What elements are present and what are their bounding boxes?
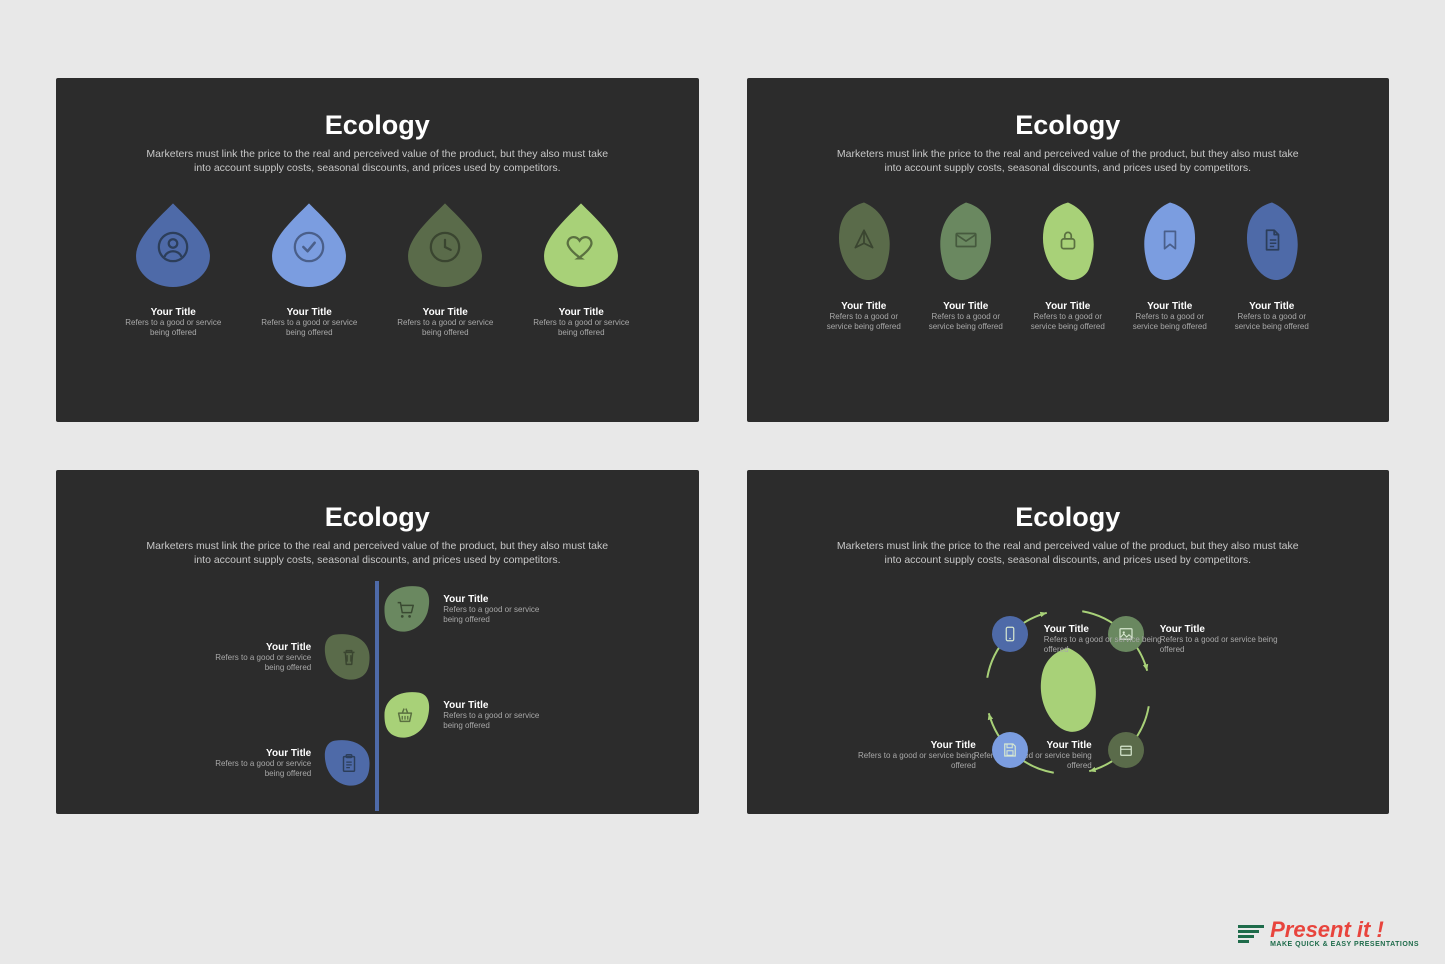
item-title: Your Title bbox=[443, 594, 553, 605]
slide-title: Ecology bbox=[92, 110, 663, 141]
box-icon bbox=[1108, 732, 1144, 768]
bookmark-icon bbox=[1135, 199, 1205, 283]
drop-item: Your Title Refers to a good or service b… bbox=[391, 199, 499, 338]
item-desc: Refers to a good or service being offere… bbox=[1044, 635, 1164, 655]
slide-subtitle: Marketers must link the price to the rea… bbox=[828, 539, 1308, 567]
clipboard-icon bbox=[321, 735, 377, 791]
item-title: Your Title bbox=[856, 740, 976, 751]
leaf-item: Your Title Refers to a good or service b… bbox=[820, 199, 908, 332]
item-title: Your Title bbox=[943, 301, 988, 312]
item-title: Your Title bbox=[201, 642, 311, 653]
send-icon bbox=[829, 199, 899, 283]
item-title: Your Title bbox=[559, 307, 604, 318]
slide-subtitle: Marketers must link the price to the rea… bbox=[828, 147, 1308, 175]
item-title: Your Title bbox=[287, 307, 332, 318]
brand-tagline: MAKE QUICK & EASY PRESENTATIONS bbox=[1270, 941, 1419, 948]
leaf-item: Your Title Refers to a good or service b… bbox=[1126, 199, 1214, 332]
item-desc: Refers to a good or service being offere… bbox=[1126, 312, 1214, 332]
stem-node: Your TitleRefers to a good or service be… bbox=[377, 687, 553, 743]
item-desc: Refers to a good or service being offere… bbox=[972, 751, 1092, 771]
slide-subtitle: Marketers must link the price to the rea… bbox=[137, 147, 617, 175]
tablet-icon bbox=[992, 616, 1028, 652]
item-title: Your Title bbox=[1044, 624, 1164, 635]
user-icon bbox=[129, 199, 217, 287]
drop-item: Your Title Refers to a good or service b… bbox=[119, 199, 227, 338]
item-title: Your Title bbox=[201, 748, 311, 759]
item-desc: Refers to a good or service being offere… bbox=[443, 711, 553, 731]
cycle-label: Your TitleRefers to a good or service be… bbox=[1044, 624, 1164, 655]
leaf-item: Your Title Refers to a good or service b… bbox=[1024, 199, 1112, 332]
slide-drops: Ecology Marketers must link the price to… bbox=[56, 78, 699, 422]
item-title: Your Title bbox=[972, 740, 1092, 751]
item-title: Your Title bbox=[1147, 301, 1192, 312]
item-title: Your Title bbox=[423, 307, 468, 318]
cart-icon bbox=[377, 581, 433, 637]
center-leaf-icon bbox=[1030, 644, 1106, 741]
clock-icon bbox=[401, 199, 489, 287]
item-title: Your Title bbox=[151, 307, 196, 318]
check-icon bbox=[265, 199, 353, 287]
item-desc: Refers to a good or service being offere… bbox=[527, 318, 635, 338]
item-desc: Refers to a good or service being offere… bbox=[255, 318, 363, 338]
floppy-icon bbox=[992, 732, 1028, 768]
brand-name: Present it ! bbox=[1270, 919, 1419, 941]
slide-title: Ecology bbox=[783, 110, 1354, 141]
leaf-item: Your Title Refers to a good or service b… bbox=[1228, 199, 1316, 332]
cycle-label: Your TitleRefers to a good or service be… bbox=[856, 740, 976, 771]
brand-footer: Present it ! MAKE QUICK & EASY PRESENTAT… bbox=[1238, 919, 1419, 948]
cycle-label: Your TitleRefers to a good or service be… bbox=[972, 740, 1092, 771]
slide-title: Ecology bbox=[92, 502, 663, 533]
stem-node: Your TitleRefers to a good or service be… bbox=[201, 629, 377, 685]
stem-node: Your TitleRefers to a good or service be… bbox=[201, 735, 377, 791]
item-desc: Refers to a good or service being offere… bbox=[201, 759, 311, 779]
item-desc: Refers to a good or service being offere… bbox=[1160, 635, 1280, 655]
trash-icon bbox=[321, 629, 377, 685]
item-desc: Refers to a good or service being offere… bbox=[201, 653, 311, 673]
slide-stem: Ecology Marketers must link the price to… bbox=[56, 470, 699, 814]
lock-icon bbox=[1033, 199, 1103, 283]
item-desc: Refers to a good or service being offere… bbox=[1024, 312, 1112, 332]
item-desc: Refers to a good or service being offere… bbox=[1228, 312, 1316, 332]
item-desc: Refers to a good or service being offere… bbox=[922, 312, 1010, 332]
item-desc: Refers to a good or service being offere… bbox=[856, 751, 976, 771]
slide-subtitle: Marketers must link the price to the rea… bbox=[137, 539, 617, 567]
heart-icon bbox=[537, 199, 625, 287]
item-desc: Refers to a good or service being offere… bbox=[443, 605, 553, 625]
item-desc: Refers to a good or service being offere… bbox=[820, 312, 908, 332]
stem-node: Your TitleRefers to a good or service be… bbox=[377, 581, 553, 637]
item-title: Your Title bbox=[841, 301, 886, 312]
slide-cycle: Ecology Marketers must link the price to… bbox=[747, 470, 1390, 814]
item-desc: Refers to a good or service being offere… bbox=[119, 318, 227, 338]
mail-icon bbox=[931, 199, 1001, 283]
brand-bars-icon bbox=[1238, 925, 1264, 943]
item-title: Your Title bbox=[1045, 301, 1090, 312]
item-title: Your Title bbox=[1160, 624, 1280, 635]
slide-leaves: Ecology Marketers must link the price to… bbox=[747, 78, 1390, 422]
leaf-item: Your Title Refers to a good or service b… bbox=[922, 199, 1010, 332]
drop-item: Your Title Refers to a good or service b… bbox=[255, 199, 363, 338]
slide-title: Ecology bbox=[783, 502, 1354, 533]
item-title: Your Title bbox=[1249, 301, 1294, 312]
cycle-label: Your TitleRefers to a good or service be… bbox=[1160, 624, 1280, 655]
file-icon bbox=[1237, 199, 1307, 283]
basket-icon bbox=[377, 687, 433, 743]
drop-item: Your Title Refers to a good or service b… bbox=[527, 199, 635, 338]
item-title: Your Title bbox=[443, 700, 553, 711]
item-desc: Refers to a good or service being offere… bbox=[391, 318, 499, 338]
